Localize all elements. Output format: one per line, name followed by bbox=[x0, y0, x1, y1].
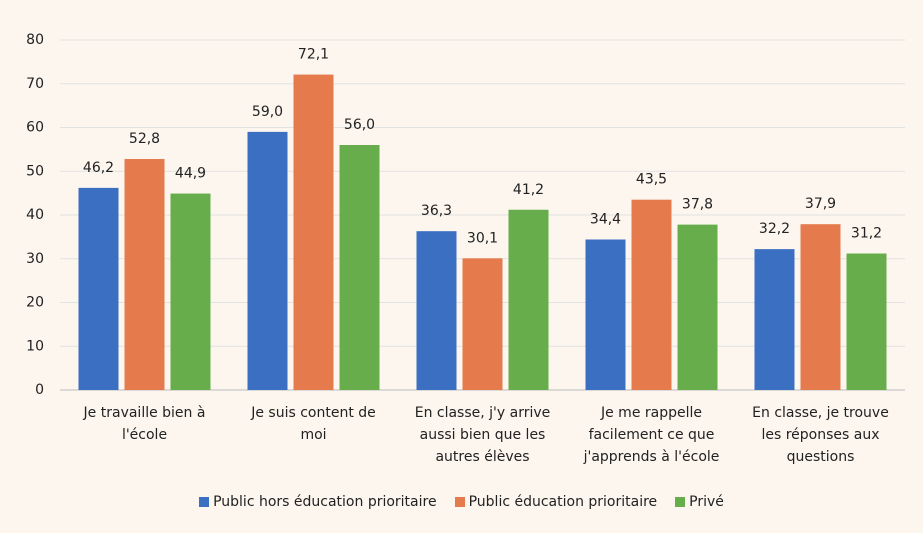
legend-label: Public hors éducation prioritaire bbox=[213, 494, 437, 510]
y-tick-label: 70 bbox=[26, 76, 44, 92]
legend-label: Privé bbox=[689, 494, 724, 510]
x-tick-label: Je suis content de moi bbox=[251, 405, 376, 443]
y-tick-label: 60 bbox=[26, 120, 44, 136]
value-label: 43,5 bbox=[636, 172, 667, 188]
x-tick-label: Je travaille bien à l'école bbox=[83, 405, 206, 443]
bar bbox=[677, 224, 718, 390]
value-label: 52,8 bbox=[129, 131, 160, 147]
y-tick-label: 40 bbox=[26, 207, 44, 223]
value-label: 37,8 bbox=[682, 197, 713, 213]
x-tick-label: En classe, je trouve les réponses aux qu… bbox=[752, 405, 889, 465]
value-label: 36,3 bbox=[421, 203, 452, 219]
y-tick-label: 10 bbox=[26, 338, 44, 354]
y-tick-label: 50 bbox=[26, 163, 44, 179]
bar bbox=[631, 199, 672, 390]
value-label: 56,0 bbox=[344, 117, 375, 133]
x-tick-label: En classe, j'y arrive aussi bien que les… bbox=[414, 405, 551, 465]
bar bbox=[462, 258, 503, 390]
legend-item: Public hors éducation prioritaire bbox=[199, 494, 437, 510]
x-tick-label: Je me rappelle facilement ce que j'appre… bbox=[583, 405, 720, 465]
bar bbox=[508, 209, 549, 390]
legend-label: Public éducation prioritaire bbox=[468, 494, 658, 510]
legend-swatch bbox=[454, 497, 465, 507]
bar bbox=[170, 193, 211, 390]
legend: Public hors éducation prioritaire Public … bbox=[0, 494, 923, 510]
legend-item: Privé bbox=[675, 494, 724, 510]
legend-item: Public éducation prioritaire bbox=[454, 494, 658, 510]
bar bbox=[800, 224, 841, 390]
bar bbox=[416, 231, 457, 390]
legend-swatch bbox=[199, 497, 210, 507]
value-label: 72,1 bbox=[298, 47, 329, 63]
bar bbox=[293, 74, 334, 390]
bar bbox=[585, 239, 626, 390]
bar bbox=[339, 145, 380, 390]
bar bbox=[754, 249, 795, 390]
value-label: 30,1 bbox=[467, 230, 498, 246]
y-tick-label: 80 bbox=[26, 32, 44, 48]
value-label: 37,9 bbox=[805, 196, 836, 212]
y-tick-label: 0 bbox=[35, 382, 44, 398]
bar bbox=[124, 159, 165, 390]
value-label: 31,2 bbox=[851, 226, 882, 242]
value-label: 41,2 bbox=[513, 182, 544, 198]
y-tick-label: 30 bbox=[26, 251, 44, 267]
bar bbox=[247, 131, 288, 390]
value-label: 34,4 bbox=[590, 212, 621, 228]
value-label: 46,2 bbox=[83, 160, 114, 176]
bar bbox=[78, 187, 119, 390]
value-label: 32,2 bbox=[759, 221, 790, 237]
y-tick-label: 20 bbox=[26, 295, 44, 311]
value-label: 44,9 bbox=[175, 166, 206, 182]
legend-swatch bbox=[675, 497, 686, 507]
value-label: 59,0 bbox=[252, 104, 283, 120]
bar bbox=[846, 253, 887, 390]
